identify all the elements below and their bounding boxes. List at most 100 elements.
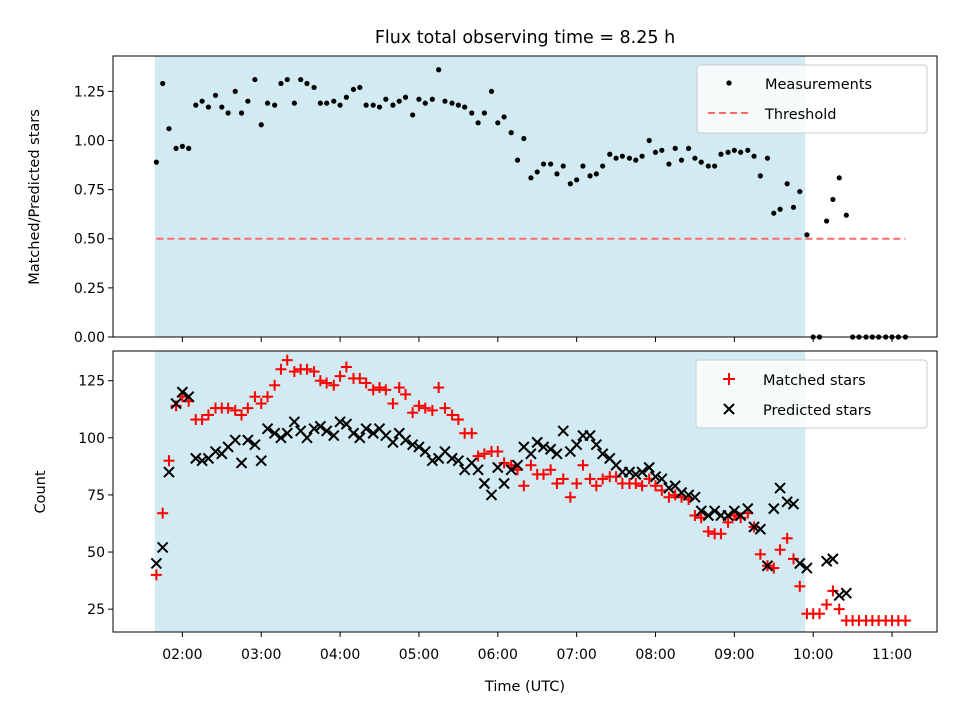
matched-stars-point (787, 553, 799, 565)
measurements-point (659, 147, 665, 153)
measurements-point (705, 163, 711, 169)
matched-stars-point (774, 544, 786, 556)
predicted-stars-point (531, 436, 543, 449)
predicted-stars-point (511, 459, 524, 471)
matched-stars-point (439, 402, 451, 414)
predicted-stars-point (663, 482, 675, 494)
measurements-point (272, 102, 278, 108)
measurements-point (475, 120, 481, 126)
predicted-stars-point (170, 397, 182, 410)
matched-stars-point (557, 473, 569, 485)
matched-stars-point (525, 459, 537, 471)
measurements-point (153, 159, 159, 165)
matched-stars-point (590, 480, 602, 492)
measurements-point (166, 126, 172, 132)
matched-stars-point (301, 363, 313, 375)
top-panel: 0.00 0.25 0.50 0.75 1.00 1.25 Flux total obse… (27, 28, 938, 346)
predicted-stars-point (163, 466, 175, 478)
measurements-point (462, 104, 468, 110)
measurements-point (238, 110, 245, 116)
matched-stars-point (538, 468, 550, 480)
predicted-stars-point (781, 496, 793, 508)
measurements-point (160, 80, 166, 87)
predicted-stars-point (308, 422, 320, 435)
matched-stars-point (715, 528, 727, 540)
matched-stars-point (262, 391, 274, 403)
measurements-point (771, 210, 777, 216)
measurements-point (856, 334, 862, 340)
matched-stars-point (827, 585, 839, 597)
chart-title: Flux total observing time = 8.25 h (375, 28, 675, 48)
top-panel-ylabel: Matched/Predicted stars (27, 109, 43, 285)
measurements-point (751, 153, 757, 159)
predicted-stars-point (623, 466, 636, 478)
legend-measurements-marker (726, 80, 732, 86)
predicted-stars-point (255, 454, 267, 467)
matched-stars-point (577, 459, 589, 471)
predicted-stars-point (446, 452, 458, 465)
measurements-point (410, 112, 416, 118)
measurements-point (619, 153, 625, 159)
measurements-point (686, 145, 692, 151)
matched-stars-point (649, 480, 661, 492)
measurements-point (824, 218, 830, 224)
matched-stars-point (196, 414, 208, 426)
measurements-point (757, 173, 763, 179)
measurements-point (548, 161, 554, 167)
measurements-point (264, 100, 271, 106)
predicted-stars-point (768, 502, 780, 515)
predicted-stars-point (544, 443, 557, 455)
legend-matched-label: Matched stars (763, 373, 866, 389)
matched-stars-point (899, 615, 911, 627)
measurements-point (225, 110, 231, 116)
matched-stars-point (814, 608, 826, 620)
matched-stars-point (794, 580, 806, 592)
matched-stars-point (374, 382, 386, 394)
predicted-stars-point (301, 432, 313, 444)
top-ytick-label: 0.00 (74, 330, 105, 346)
bottom-ytick-label: 75 (87, 488, 105, 504)
matched-stars-point (236, 409, 248, 421)
predicted-stars-point (722, 509, 734, 522)
matched-stars-point (163, 455, 175, 467)
measurements-point (219, 104, 225, 110)
measurements-point (179, 143, 185, 149)
measurements-point (232, 88, 238, 94)
predicted-stars-point (320, 425, 333, 437)
matched-stars-point (518, 480, 530, 492)
predicted-stars-point (485, 489, 498, 501)
measurements-point (442, 98, 448, 104)
measurements-point (830, 196, 836, 203)
measurements-point (764, 155, 771, 161)
top-panel-yticks: 0.00 0.25 0.50 0.75 1.00 1.25 (74, 84, 113, 346)
predicted-stars-point (787, 498, 800, 510)
predicted-stars-point (367, 427, 379, 439)
measurements-point (252, 76, 258, 83)
top-ytick-label: 1.00 (74, 133, 105, 149)
predicted-stars-point (827, 553, 839, 565)
predicted-stars-point (505, 464, 517, 476)
matched-stars-point (551, 478, 563, 490)
matched-stars-point (564, 491, 576, 503)
measurements-point (193, 102, 199, 108)
bottom-panel-legend: Matched stars Predicted stars (695, 359, 928, 429)
matched-stars-point (407, 407, 419, 419)
measurements-point (291, 100, 297, 106)
matched-stars-point (492, 446, 504, 458)
measurements-point (712, 163, 718, 169)
matched-stars-point (150, 569, 162, 581)
measurements-point (396, 98, 402, 104)
predicted-stars-point (649, 470, 662, 483)
measurements-point (311, 84, 317, 91)
measurements-point (422, 100, 428, 106)
predicted-stars-point (478, 477, 491, 490)
measurements-point (883, 334, 889, 340)
predicted-stars-point (840, 587, 853, 599)
measurements-point (449, 100, 455, 106)
matched-stars-point (781, 532, 793, 544)
matched-stars-point (314, 375, 326, 387)
predicted-stars-point (334, 416, 346, 428)
predicted-stars-point (229, 434, 241, 446)
bottom-panel-series (150, 354, 911, 627)
measurements-point (390, 102, 396, 108)
